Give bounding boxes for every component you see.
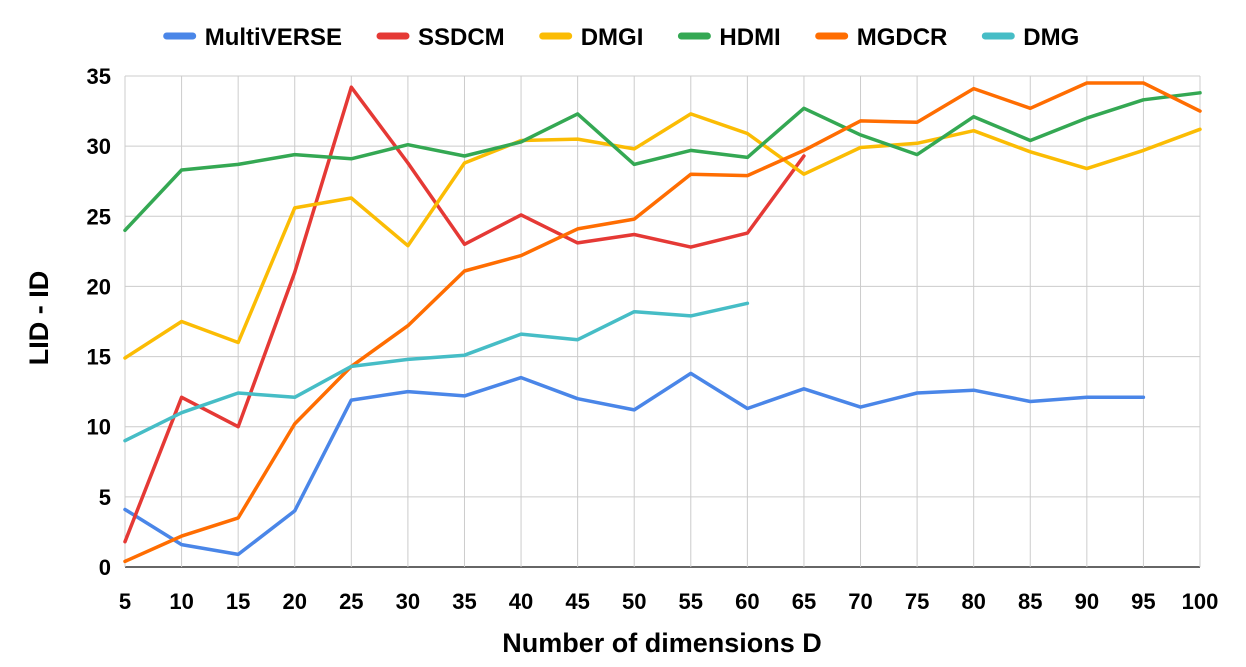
- x-tick-label: 20: [282, 589, 306, 614]
- series-lines: [123, 81, 1202, 564]
- x-tick-label: 55: [679, 589, 703, 614]
- y-axis-title: LID - ID: [24, 271, 54, 366]
- legend-item: DMG: [981, 24, 1079, 51]
- x-tick-label: 75: [905, 589, 929, 614]
- x-axis-ticks: 5 10 15 20 25 30 35 40 45 50 55 60 65 70 75 80 85 90 95 100: [119, 589, 1218, 614]
- chart-legend: MultiVERSE SSDCM DMGI HDMI MGDCR DMG: [163, 24, 1079, 51]
- series-line-dmg: [123, 301, 750, 443]
- series-line-hdmi: [123, 91, 1202, 233]
- x-tick-label: 40: [509, 589, 533, 614]
- y-tick-label: 15: [87, 345, 111, 370]
- legend-item: DMGI: [539, 24, 644, 51]
- x-tick-label: 5: [119, 589, 131, 614]
- x-tick-label: 45: [565, 589, 589, 614]
- legend-item: MGDCR: [815, 24, 948, 51]
- x-tick-label: 50: [622, 589, 646, 614]
- x-axis-title: Number of dimensions D: [502, 628, 822, 658]
- gridlines: [124, 75, 1201, 568]
- x-tick-label: 90: [1075, 589, 1099, 614]
- legend-label: DMGI: [581, 24, 644, 51]
- series-line-dmgi: [123, 112, 1202, 360]
- legend-label: DMG: [1023, 24, 1079, 51]
- x-tick-label: 95: [1131, 589, 1155, 614]
- series-line-ssdcm: [123, 85, 806, 544]
- y-tick-label: 5: [99, 485, 111, 510]
- y-tick-label: 25: [87, 204, 111, 229]
- x-tick-label: 65: [792, 589, 816, 614]
- y-tick-label: 35: [87, 64, 111, 89]
- y-tick-label: 20: [87, 274, 111, 299]
- x-tick-label: 15: [226, 589, 250, 614]
- series-line-mgdcr: [123, 81, 1202, 564]
- x-tick-label: 80: [961, 589, 985, 614]
- x-tick-label: 85: [1018, 589, 1042, 614]
- legend-item: SSDCM: [376, 24, 505, 51]
- y-tick-label: 30: [87, 134, 111, 159]
- x-tick-label: 25: [339, 589, 363, 614]
- legend-label: SSDCM: [418, 24, 505, 51]
- x-tick-label: 30: [396, 589, 420, 614]
- legend-label: HDMI: [719, 24, 780, 51]
- y-tick-label: 0: [99, 555, 111, 580]
- y-tick-label: 10: [87, 415, 111, 440]
- legend-item: HDMI: [677, 24, 781, 51]
- y-axis-ticks: 0 5 10 15 20 25 30 35: [87, 64, 111, 580]
- legend-label: MultiVERSE: [205, 24, 342, 51]
- x-tick-label: 35: [452, 589, 476, 614]
- x-tick-label: 60: [735, 589, 759, 614]
- series-line-multiverse: [123, 371, 1146, 557]
- x-tick-label: 100: [1182, 589, 1219, 614]
- legend-label: MGDCR: [857, 24, 948, 51]
- legend-item: MultiVERSE: [163, 24, 342, 51]
- x-tick-label: 10: [169, 589, 193, 614]
- x-tick-label: 70: [848, 589, 872, 614]
